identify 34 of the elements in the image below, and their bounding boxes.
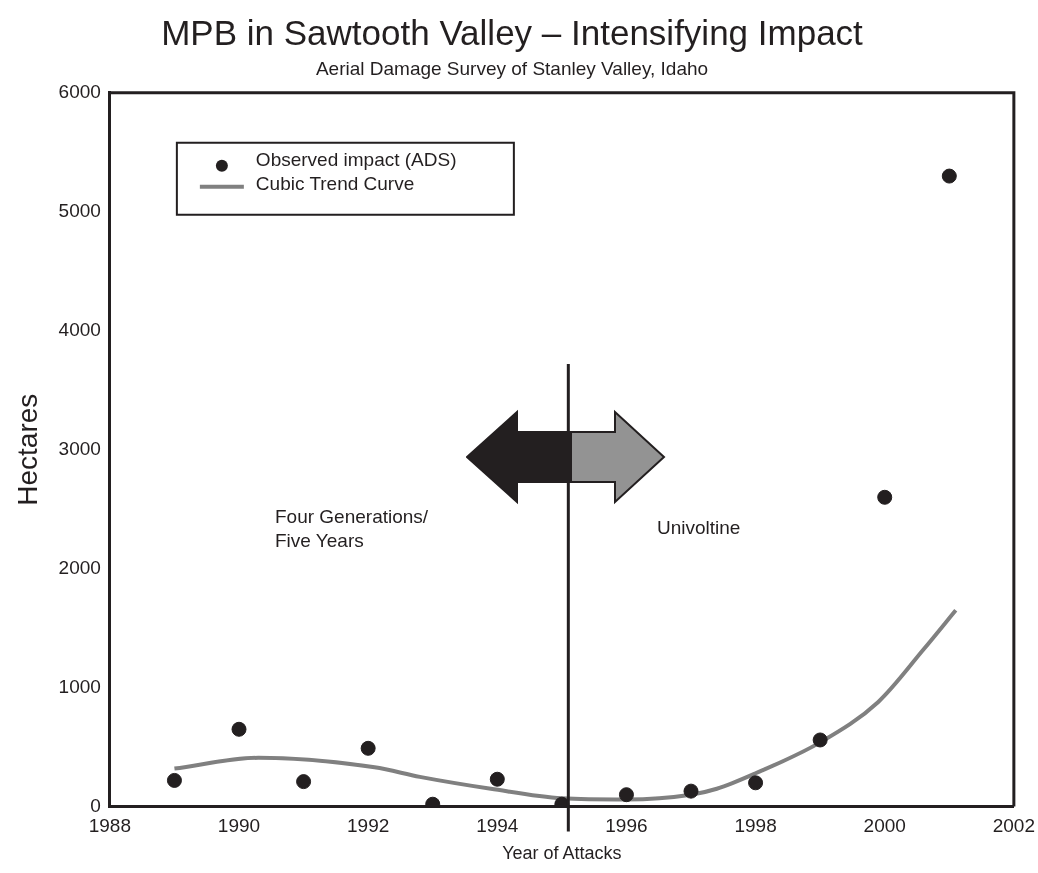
- annotation: Four Generations/ Five Years: [275, 505, 429, 553]
- y-axis-title: Hectares: [11, 393, 43, 506]
- chart-subtitle: Aerial Damage Survey of Stanley Valley, Idaho: [315, 57, 709, 79]
- y-tick-label: 0: [90, 794, 101, 816]
- x-tick-label: 2002: [992, 815, 1036, 837]
- y-tick-label: 2000: [58, 556, 101, 578]
- legend-label: Cubic Trend Curve: [255, 173, 415, 195]
- point: [231, 721, 247, 737]
- point: [166, 772, 182, 788]
- chart-title: MPB in Sawtooth Valley – Intensifying Impact: [161, 12, 864, 52]
- x-tick-label: 1998: [734, 815, 777, 837]
- y-tick-label: 1000: [58, 675, 101, 697]
- y-tick-label: 3000: [58, 437, 101, 459]
- x-tick-label: 1992: [347, 815, 390, 837]
- x-tick-label: 1990: [217, 815, 261, 837]
- x-tick-label: 1996: [605, 815, 648, 837]
- point: [618, 787, 634, 803]
- point: [683, 783, 699, 799]
- point: [360, 740, 376, 756]
- y-tick-label: 4000: [58, 318, 101, 340]
- x-axis-title: Year of Attacks: [502, 843, 622, 864]
- x-tick-label: 1988: [88, 815, 132, 837]
- point: [748, 775, 764, 791]
- x-tick-label: 1994: [476, 815, 519, 837]
- x-tick-label: 2000: [863, 815, 906, 837]
- legend-label: Observed impact (ADS): [255, 149, 457, 171]
- point: [877, 489, 893, 505]
- point: [941, 168, 957, 184]
- point: [296, 774, 312, 790]
- y-tick-label: 6000: [58, 81, 101, 103]
- annotation: Univoltine: [657, 516, 741, 540]
- point: [812, 732, 828, 748]
- point: [489, 771, 505, 787]
- y-tick-label: 5000: [58, 200, 101, 221]
